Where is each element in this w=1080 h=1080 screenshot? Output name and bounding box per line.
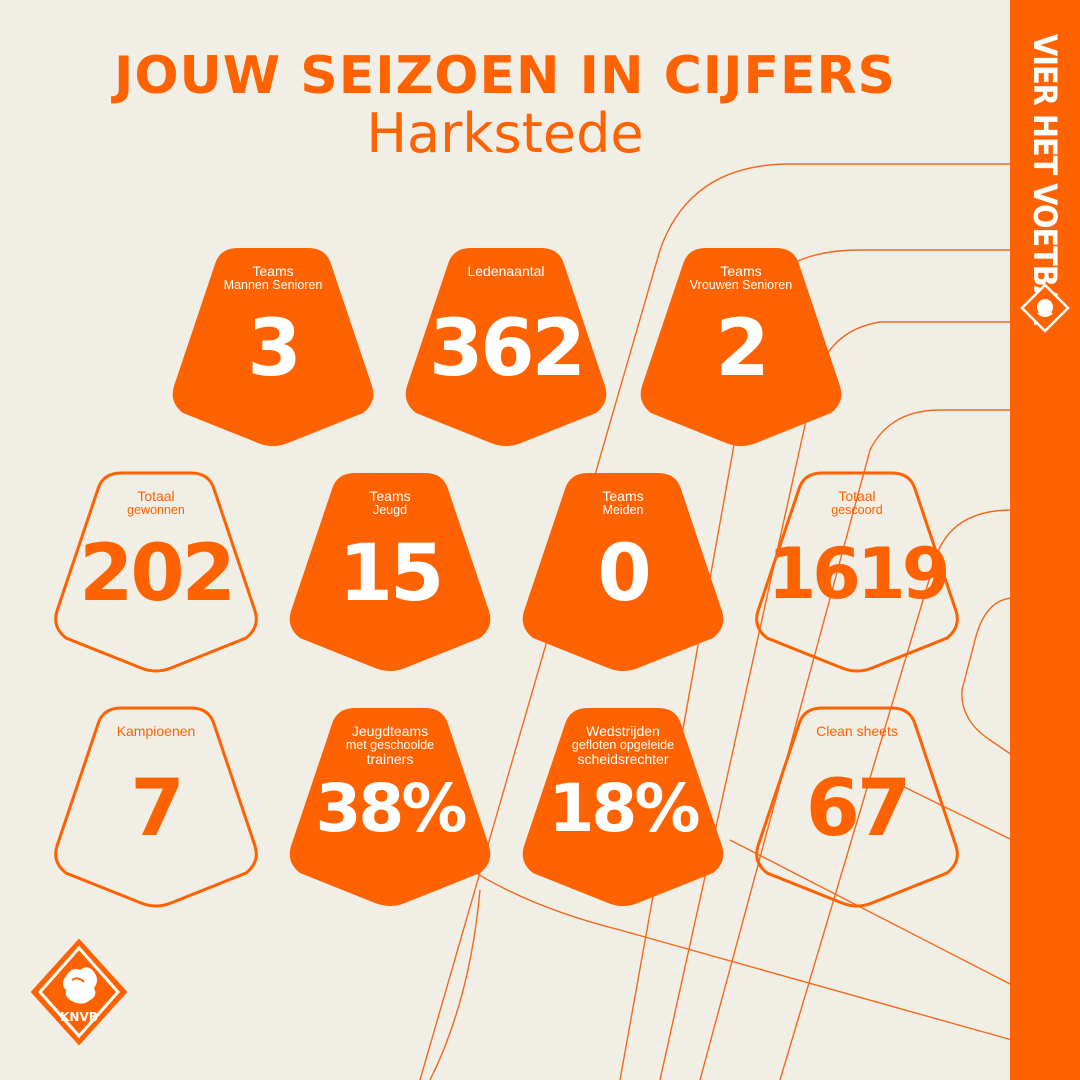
- stat-label-line: Kampioenen: [116, 723, 196, 739]
- stat-value: 0: [597, 529, 651, 619]
- stat-card: Totaal gescoord 1619: [752, 471, 962, 673]
- pentagon-shape: [522, 473, 724, 671]
- stat-card: Totaal gewonnen 202: [51, 471, 261, 673]
- stat-label-line: Teams: [369, 488, 411, 504]
- stat-label: Teams Jeugd: [305, 489, 475, 517]
- stat-label-line: Teams: [602, 488, 644, 504]
- slogan-text: VIER HET VOETBAL: [1026, 34, 1064, 325]
- pentagon-shape: [172, 248, 374, 446]
- knvb-logo: KNVB: [30, 938, 128, 1046]
- pentagon-shape: [522, 708, 724, 906]
- stat-card: Kampioenen 7: [51, 706, 261, 908]
- stat-label: Totaal gescoord: [772, 489, 942, 517]
- knvb-lion-icon: [1020, 283, 1070, 333]
- stat-card: Ledenaantal 362: [401, 246, 611, 448]
- stat-label-line: Totaal: [137, 488, 175, 504]
- stat-card: Teams Mannen Senioren 3: [168, 246, 378, 448]
- stat-label-line: met geschoolde: [345, 738, 435, 752]
- stat-label: Teams Vrouwen Senioren: [656, 264, 826, 292]
- pentagon-shape: [640, 248, 842, 446]
- stat-label: Jeugdteams met geschoolde trainers: [305, 724, 475, 766]
- stat-value: 202: [79, 529, 236, 619]
- stat-label-line: Totaal: [838, 488, 876, 504]
- stat-label-line: Jeugd: [372, 503, 408, 517]
- stat-value: 18%: [548, 770, 701, 847]
- stat-label: Ledenaantal: [421, 264, 591, 278]
- stat-label: Clean sheets: [772, 724, 942, 738]
- pentagon-shape: [405, 248, 607, 446]
- stat-label-line: Jeugdteams: [351, 723, 429, 739]
- pentagon-shape: [54, 706, 258, 908]
- pentagon-shape: [289, 473, 491, 671]
- stat-card: Teams Vrouwen Senioren 2: [636, 246, 846, 448]
- stat-card: Wedstrijden gefloten opgeleide scheidsrech…: [518, 706, 728, 908]
- stat-card: Teams Meiden 0: [518, 471, 728, 673]
- sidebar: VIER HET VOETBAL: [1010, 0, 1080, 1080]
- pentagon-shape: [54, 471, 258, 673]
- stat-label-line: trainers: [366, 751, 414, 767]
- stat-value: 15: [338, 529, 445, 619]
- stat-label: Kampioenen: [71, 724, 241, 738]
- page-title: JOUW SEIZOEN IN CIJFERS: [114, 46, 896, 106]
- stat-label-line: Teams: [252, 263, 294, 279]
- stat-label: Wedstrijden gefloten opgeleide scheidsrech…: [538, 724, 708, 766]
- stat-label-line: gewonnen: [127, 503, 185, 517]
- stat-label: Teams Mannen Senioren: [188, 264, 358, 292]
- pentagon-shape: [289, 708, 491, 906]
- stat-value: 7: [130, 764, 184, 854]
- stat-label: Teams Meiden: [538, 489, 708, 517]
- stat-label: Totaal gewonnen: [71, 489, 241, 517]
- stat-value: 362: [429, 304, 586, 394]
- stat-card: Clean sheets 67: [752, 706, 962, 908]
- stat-value: 38%: [315, 770, 468, 847]
- stat-label-line: Clean sheets: [816, 723, 898, 739]
- stat-label-line: Ledenaantal: [467, 263, 545, 279]
- stat-card: Teams Jeugd 15: [285, 471, 495, 673]
- stat-value: 2: [715, 304, 769, 394]
- pentagon-shape: [755, 471, 959, 673]
- knvb-logo-text: KNVB: [60, 1010, 98, 1024]
- stat-card: Jeugdteams met geschoolde trainers 38%: [285, 706, 495, 908]
- stat-value: 67: [805, 764, 912, 854]
- stat-label-line: Meiden: [602, 503, 644, 517]
- stat-label-line: gefloten opgeleide: [571, 738, 675, 752]
- stat-label-line: scheidsrechter: [577, 751, 669, 767]
- club-name: Harkstede: [366, 102, 644, 165]
- stat-label-line: Wedstrijden: [586, 723, 660, 739]
- stat-label-line: Mannen Senioren: [223, 278, 323, 292]
- stat-label-line: Vrouwen Senioren: [689, 278, 793, 292]
- pentagon-shape: [755, 706, 959, 908]
- stat-value: 1619: [767, 533, 951, 615]
- stat-label-line: Teams: [720, 263, 762, 279]
- stat-value: 3: [247, 304, 301, 394]
- stat-label-line: gescoord: [831, 503, 883, 517]
